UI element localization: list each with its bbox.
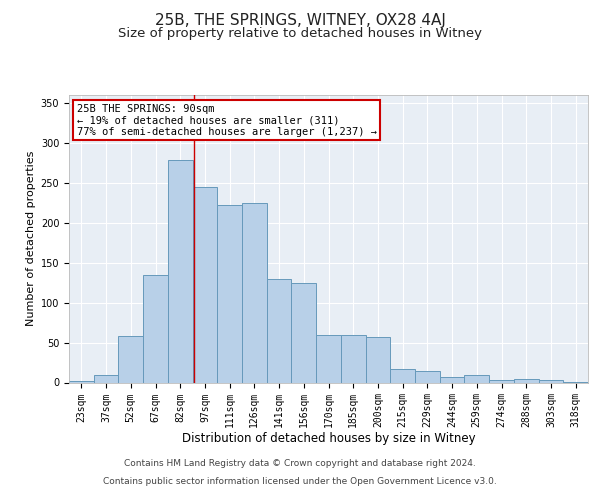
X-axis label: Distribution of detached houses by size in Witney: Distribution of detached houses by size …: [182, 432, 475, 444]
Text: Size of property relative to detached houses in Witney: Size of property relative to detached ho…: [118, 28, 482, 40]
Bar: [217, 205, 242, 382]
Bar: [539, 380, 563, 382]
Bar: [69, 381, 94, 382]
Text: 25B THE SPRINGS: 90sqm
← 19% of detached houses are smaller (311)
77% of semi-de: 25B THE SPRINGS: 90sqm ← 19% of detached…: [77, 104, 377, 137]
Text: Contains public sector information licensed under the Open Government Licence v3: Contains public sector information licen…: [103, 478, 497, 486]
Bar: [168, 160, 193, 382]
Bar: [341, 334, 365, 382]
Bar: [193, 187, 217, 382]
Bar: [118, 336, 143, 382]
Bar: [440, 377, 464, 382]
Text: Contains HM Land Registry data © Crown copyright and database right 2024.: Contains HM Land Registry data © Crown c…: [124, 458, 476, 468]
Bar: [267, 278, 292, 382]
Bar: [143, 274, 168, 382]
Bar: [514, 378, 539, 382]
Bar: [464, 376, 489, 382]
Text: 25B, THE SPRINGS, WITNEY, OX28 4AJ: 25B, THE SPRINGS, WITNEY, OX28 4AJ: [155, 12, 445, 28]
Bar: [292, 282, 316, 382]
Bar: [316, 334, 341, 382]
Bar: [489, 380, 514, 382]
Bar: [390, 369, 415, 382]
Bar: [365, 337, 390, 382]
Bar: [242, 203, 267, 382]
Bar: [415, 370, 440, 382]
Y-axis label: Number of detached properties: Number of detached properties: [26, 151, 37, 326]
Bar: [94, 374, 118, 382]
